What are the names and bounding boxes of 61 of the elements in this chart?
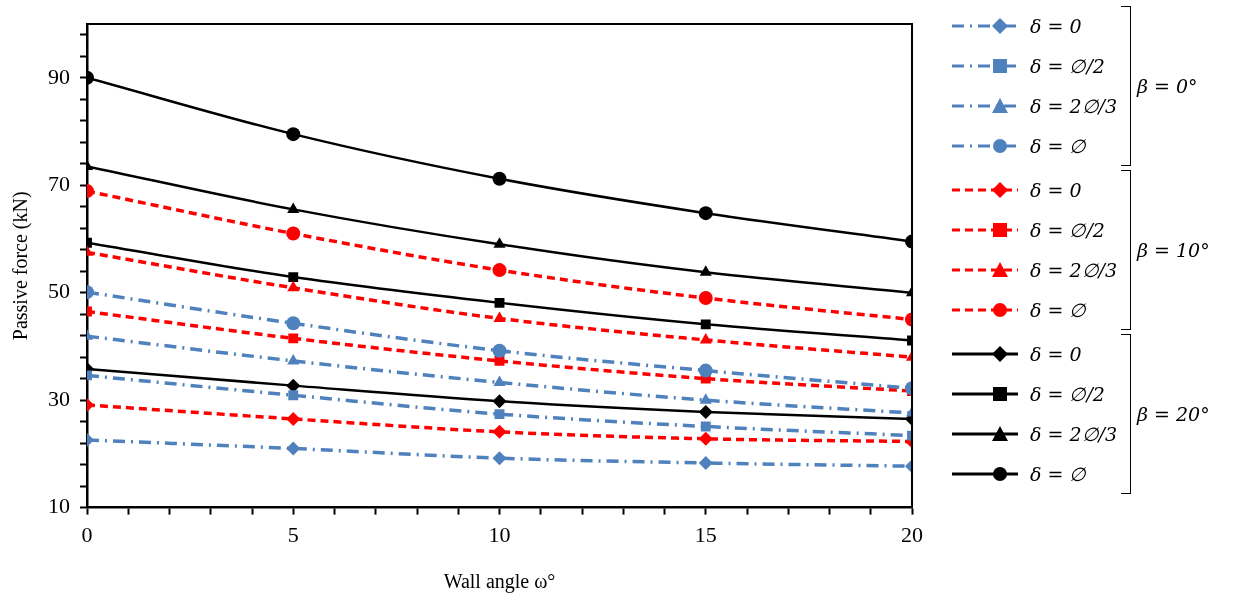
point [492,451,507,466]
point [287,202,300,213]
point [493,237,506,248]
text: β = 20° [1137,403,1210,425]
point [494,297,505,308]
point [699,332,712,344]
point [698,456,713,470]
legend-label: δ = ∅/2 [1030,219,1105,241]
y-tick-label: 90 [48,63,70,89]
x-tick-label: 0 [81,521,93,547]
text: β = 0° [1137,75,1198,97]
point [698,431,713,446]
legend-label: δ = 0 [1030,343,1082,365]
point [492,343,507,358]
point [286,441,301,456]
legend-label: δ = ∅ [1030,299,1087,321]
x-tick-label: 15 [694,521,717,547]
legend-label: δ = 0 [1030,15,1082,37]
legend-label: δ = ∅ [1030,463,1087,485]
point [288,390,299,401]
point [286,316,301,331]
point [286,226,301,241]
point [493,311,506,322]
y-axis-title: Passive force (kN) [9,191,33,341]
point [286,411,301,426]
point [286,378,301,393]
point [698,291,713,306]
legend-label: δ = 2∅/3 [1030,423,1118,445]
point [287,353,300,365]
point [492,263,507,278]
y-tick-label: 70 [48,170,70,196]
point [492,424,507,439]
legend-label: δ = ∅ [1030,135,1087,157]
point [698,404,713,419]
point [286,127,301,142]
point [492,171,507,186]
point [698,206,713,221]
point [492,394,507,409]
legend-label: δ = ∅/2 [1030,55,1105,77]
point [699,393,712,404]
point [699,265,712,276]
y-tick-label: 30 [48,385,70,411]
point [288,272,299,283]
legend-label: δ = ∅/2 [1030,383,1105,405]
y-tick-label: 50 [48,278,70,304]
x-axis-title: Wall angle ω° [443,570,556,594]
x-tick-label: 5 [287,521,299,547]
text: β = 10° [1137,239,1210,261]
point [700,421,711,432]
legend-label: δ = 2∅/3 [1030,259,1118,281]
y-tick-label: 10 [48,493,70,519]
point [698,363,713,378]
point [700,319,711,330]
x-tick-label: 10 [488,521,511,547]
point [493,375,506,386]
point [494,409,505,420]
legend-label: δ = 0 [1030,179,1082,201]
point [287,280,300,292]
legend-label: δ = 2∅/3 [1030,95,1118,117]
point [288,333,299,344]
x-tick-label: 20 [901,521,923,547]
